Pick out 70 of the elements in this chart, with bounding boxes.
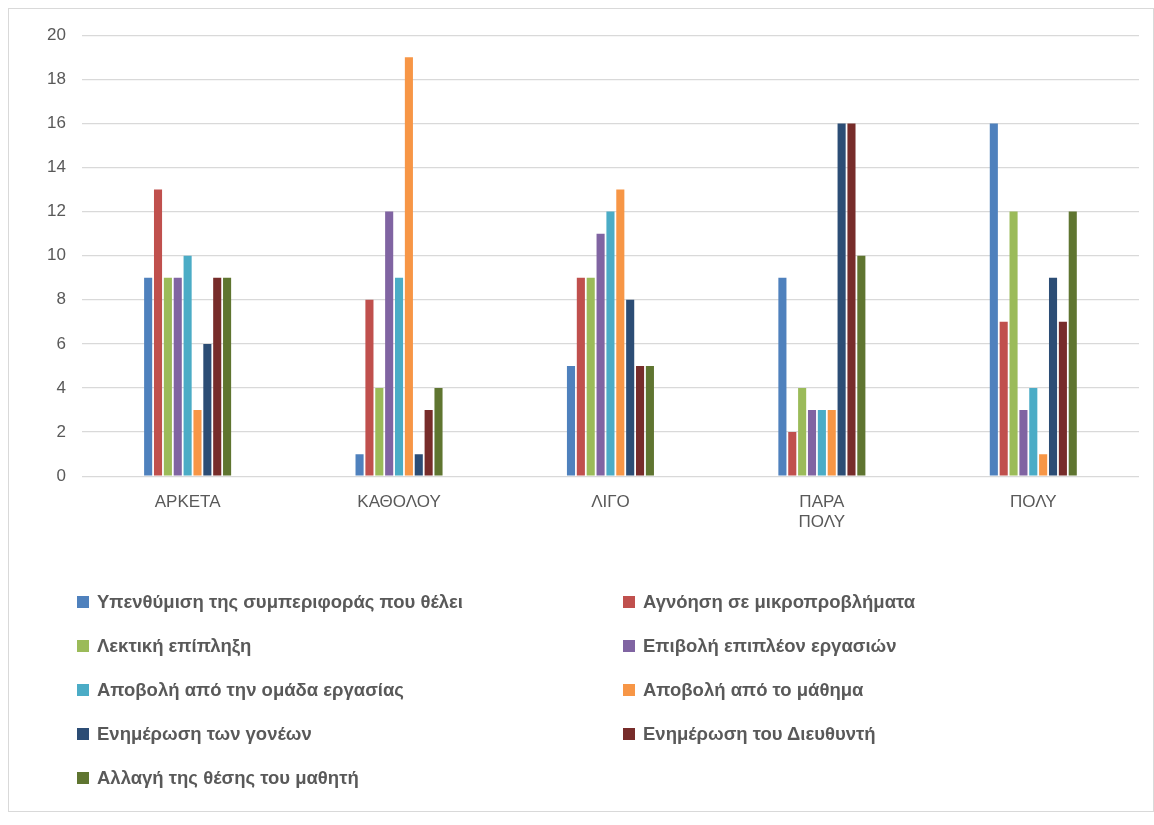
bar [778, 277, 787, 476]
bar [153, 189, 163, 476]
bar [385, 211, 394, 476]
bar [606, 211, 615, 476]
bar [596, 233, 605, 476]
bar [213, 277, 222, 476]
legend-label: Αγνόηση σε μικροπροβλήματα [643, 591, 916, 613]
y-tick-label: 10 [46, 245, 66, 265]
y-tick-label: 4 [56, 377, 66, 397]
x-tick-label: ΠΑΡΑ ΠΟΛΥ [798, 492, 846, 532]
bar [817, 410, 826, 476]
bar [586, 277, 595, 476]
bar [173, 277, 182, 476]
x-tick-label: ΑΡΚΕΤΑ [154, 492, 222, 512]
y-tick-label: 14 [46, 157, 66, 177]
y-tick-label: 12 [46, 201, 66, 221]
bar [576, 277, 585, 476]
bar [163, 277, 172, 476]
legend-label: Υπενθύμιση της συμπεριφοράς που θέλει [97, 591, 464, 613]
bar [1058, 321, 1067, 476]
legend-label: Αποβολή από την ομάδα εργασίας [97, 679, 404, 701]
bar [1009, 211, 1018, 476]
bar [616, 189, 625, 476]
y-tick-label: 6 [56, 333, 66, 353]
bar [1019, 410, 1028, 476]
y-tick-label: 2 [56, 421, 66, 441]
bar [434, 388, 443, 476]
bar [193, 410, 202, 476]
bar [1039, 454, 1048, 476]
bar [999, 321, 1008, 476]
bar [1048, 277, 1058, 476]
legend-label: Αποβολή από το μάθημα [643, 679, 864, 701]
y-tick-label: 20 [46, 24, 66, 44]
bar [989, 123, 998, 476]
bar [847, 123, 856, 476]
bar [857, 255, 866, 476]
bar [1029, 388, 1038, 476]
bar [404, 57, 413, 476]
bar [636, 365, 645, 476]
x-tick-label: ΠΟΛΥ [1009, 492, 1057, 512]
bar [788, 432, 797, 476]
y-tick-label: 18 [46, 68, 66, 88]
legend-label: Λεκτική επίπληξη [97, 635, 252, 657]
bar [645, 365, 654, 476]
bar [566, 365, 576, 476]
bar [394, 277, 404, 476]
bar [365, 299, 374, 476]
bar [203, 343, 212, 476]
legend-label: Ενημέρωση των γονέων [97, 723, 312, 745]
bar [807, 410, 817, 476]
bar [827, 410, 836, 476]
bar [798, 388, 807, 476]
bar [424, 410, 433, 476]
y-tick-label: 8 [56, 289, 66, 309]
y-tick-label: 16 [46, 113, 66, 133]
legend-label: Επιβολή επιπλέον εργασιών [643, 635, 897, 657]
bar [183, 255, 192, 476]
legend-label: Ενημέρωση του Διευθυντή [643, 723, 876, 745]
bar [144, 277, 153, 476]
bar [626, 299, 635, 476]
bar [1068, 211, 1077, 476]
bar [355, 454, 364, 476]
x-tick-label: ΛΙΓΟ [591, 492, 630, 512]
x-tick-label: ΚΑΘΟΛΟΥ [357, 492, 441, 512]
bar [223, 277, 232, 476]
y-tick-label: 0 [56, 465, 66, 485]
bar [837, 123, 846, 476]
legend-label: Αλλαγή της θέσης του μαθητή [97, 767, 359, 789]
bar [375, 388, 384, 476]
bar [414, 454, 423, 476]
